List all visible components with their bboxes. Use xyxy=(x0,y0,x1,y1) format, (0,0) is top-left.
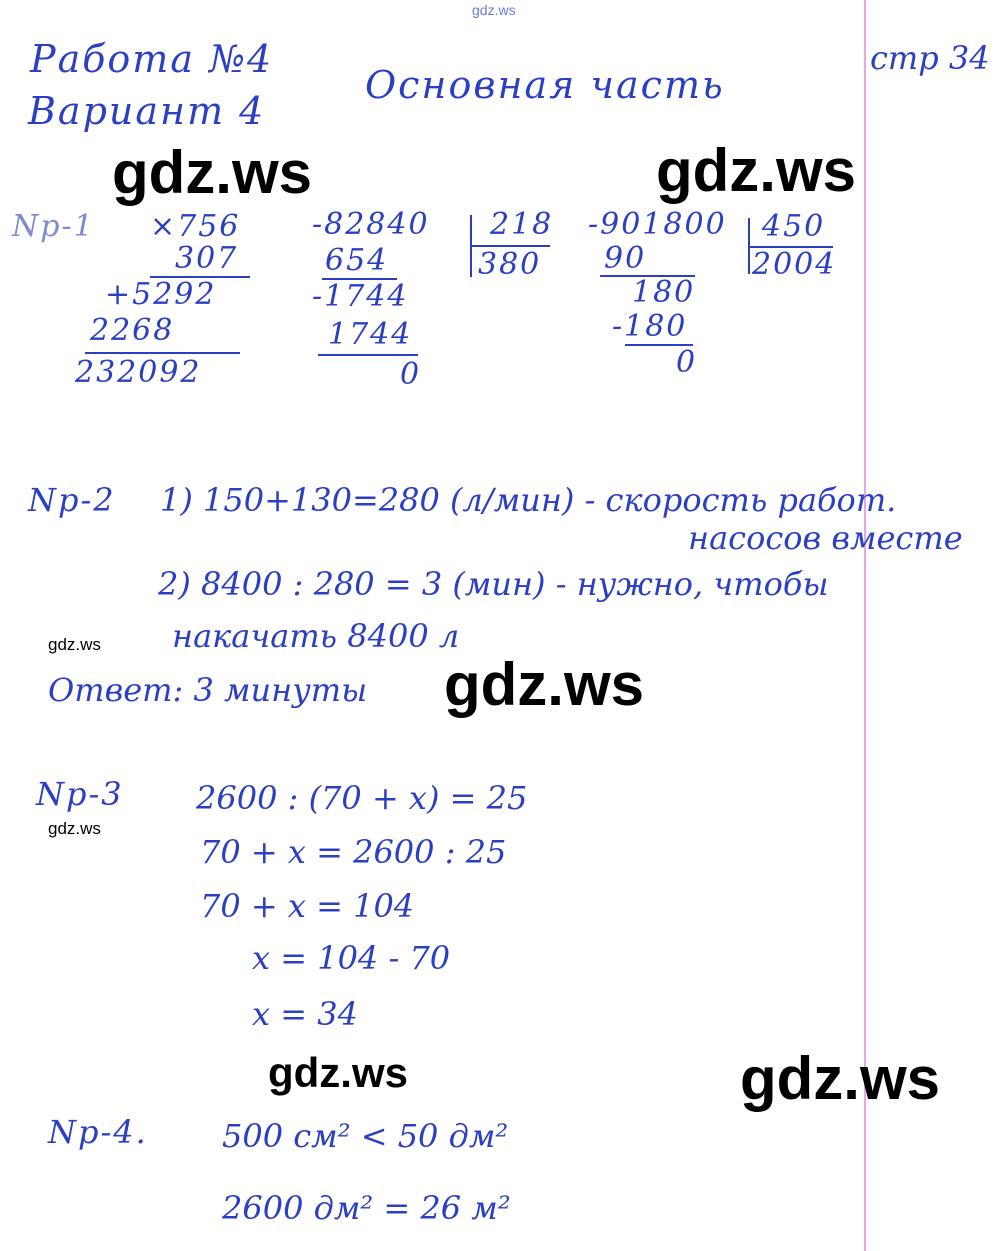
site-watermark-top: gdz.ws xyxy=(472,2,516,18)
ex2-step-2-cont: накачать 8400 л xyxy=(172,617,460,655)
ex3-line-4: x = 104 - 70 xyxy=(252,939,451,977)
ex4-label: Nр-4. xyxy=(48,1113,148,1151)
ex1-label: Nр-1 xyxy=(12,209,95,244)
watermark: gdz.ws xyxy=(444,651,645,718)
div1-line xyxy=(470,245,550,247)
watermark: gdz.ws xyxy=(740,1045,941,1112)
div1-line-3 xyxy=(318,354,418,356)
mult-result: 232092 xyxy=(75,355,202,390)
div2-divisor: 450 xyxy=(762,209,826,244)
ex3-label: Nр-3 xyxy=(36,775,124,813)
div2-line-2 xyxy=(600,275,695,277)
ex2-answer: Ответ: 3 минуты xyxy=(48,671,368,709)
ex2-step-2: 2) 8400 : 280 = 3 (мин) - нужно, чтобы xyxy=(158,565,829,603)
div1-divisor: 218 xyxy=(490,207,554,242)
div2-line xyxy=(748,246,833,248)
div1-quotient: 380 xyxy=(478,247,542,282)
div2-line-3 xyxy=(625,344,693,346)
ex3-line-3: 70 + x = 104 xyxy=(200,887,415,925)
section-title: Основная часть xyxy=(365,63,725,107)
mult-a: ×756 xyxy=(150,209,241,244)
mult-partial-2: 2268 xyxy=(90,313,175,348)
div2-quotient: 2004 xyxy=(752,247,837,282)
div1-sub-1: 654 xyxy=(325,243,389,278)
ex2-step-1-cont: насосов вместе xyxy=(688,519,963,557)
mult-sum-line xyxy=(85,352,240,354)
div1-rem-1: -1744 xyxy=(312,279,409,314)
div1-dividend: -82840 xyxy=(312,207,430,242)
watermark: gdz.ws xyxy=(656,137,857,204)
ex2-label: Nр-2 xyxy=(28,481,116,519)
watermark: gdz.ws xyxy=(48,635,101,654)
div2-sub-2: -180 xyxy=(612,309,688,344)
watermark: gdz.ws xyxy=(268,1049,409,1096)
ex4-line-1: 500 см² < 50 дм² xyxy=(222,1117,509,1155)
mult-b: 307 xyxy=(175,241,239,276)
ex3-line-5: x = 34 xyxy=(252,995,358,1033)
ex3-line-2: 70 + x = 2600 : 25 xyxy=(200,833,507,871)
watermark: gdz.ws xyxy=(112,139,313,206)
variant-title: Вариант 4 xyxy=(28,89,266,133)
div1-line-2 xyxy=(322,278,397,280)
div2-rem-1: 180 xyxy=(632,275,696,310)
ex2-step-1: 1) 150+130=280 (л/мин) - скорость работ. xyxy=(160,481,897,519)
div2-dividend: -901800 xyxy=(588,207,727,242)
mult-line xyxy=(150,276,250,278)
ex3-line-1: 2600 : (70 + x) = 25 xyxy=(196,779,528,817)
div2-remainder: 0 xyxy=(676,345,698,380)
ex4-line-2: 2600 дм² = 26 м² xyxy=(222,1189,511,1227)
div2-sub-1: 90 xyxy=(604,241,647,276)
page-number: стр 34 xyxy=(870,39,990,77)
margin-line xyxy=(864,0,866,1251)
work-title: Работа №4 xyxy=(30,37,274,81)
watermark: gdz.ws xyxy=(48,819,101,838)
div1-sub-2: 1744 xyxy=(328,317,413,352)
mult-partial-1: +5292 xyxy=(105,277,217,312)
div1-remainder: 0 xyxy=(400,357,422,392)
